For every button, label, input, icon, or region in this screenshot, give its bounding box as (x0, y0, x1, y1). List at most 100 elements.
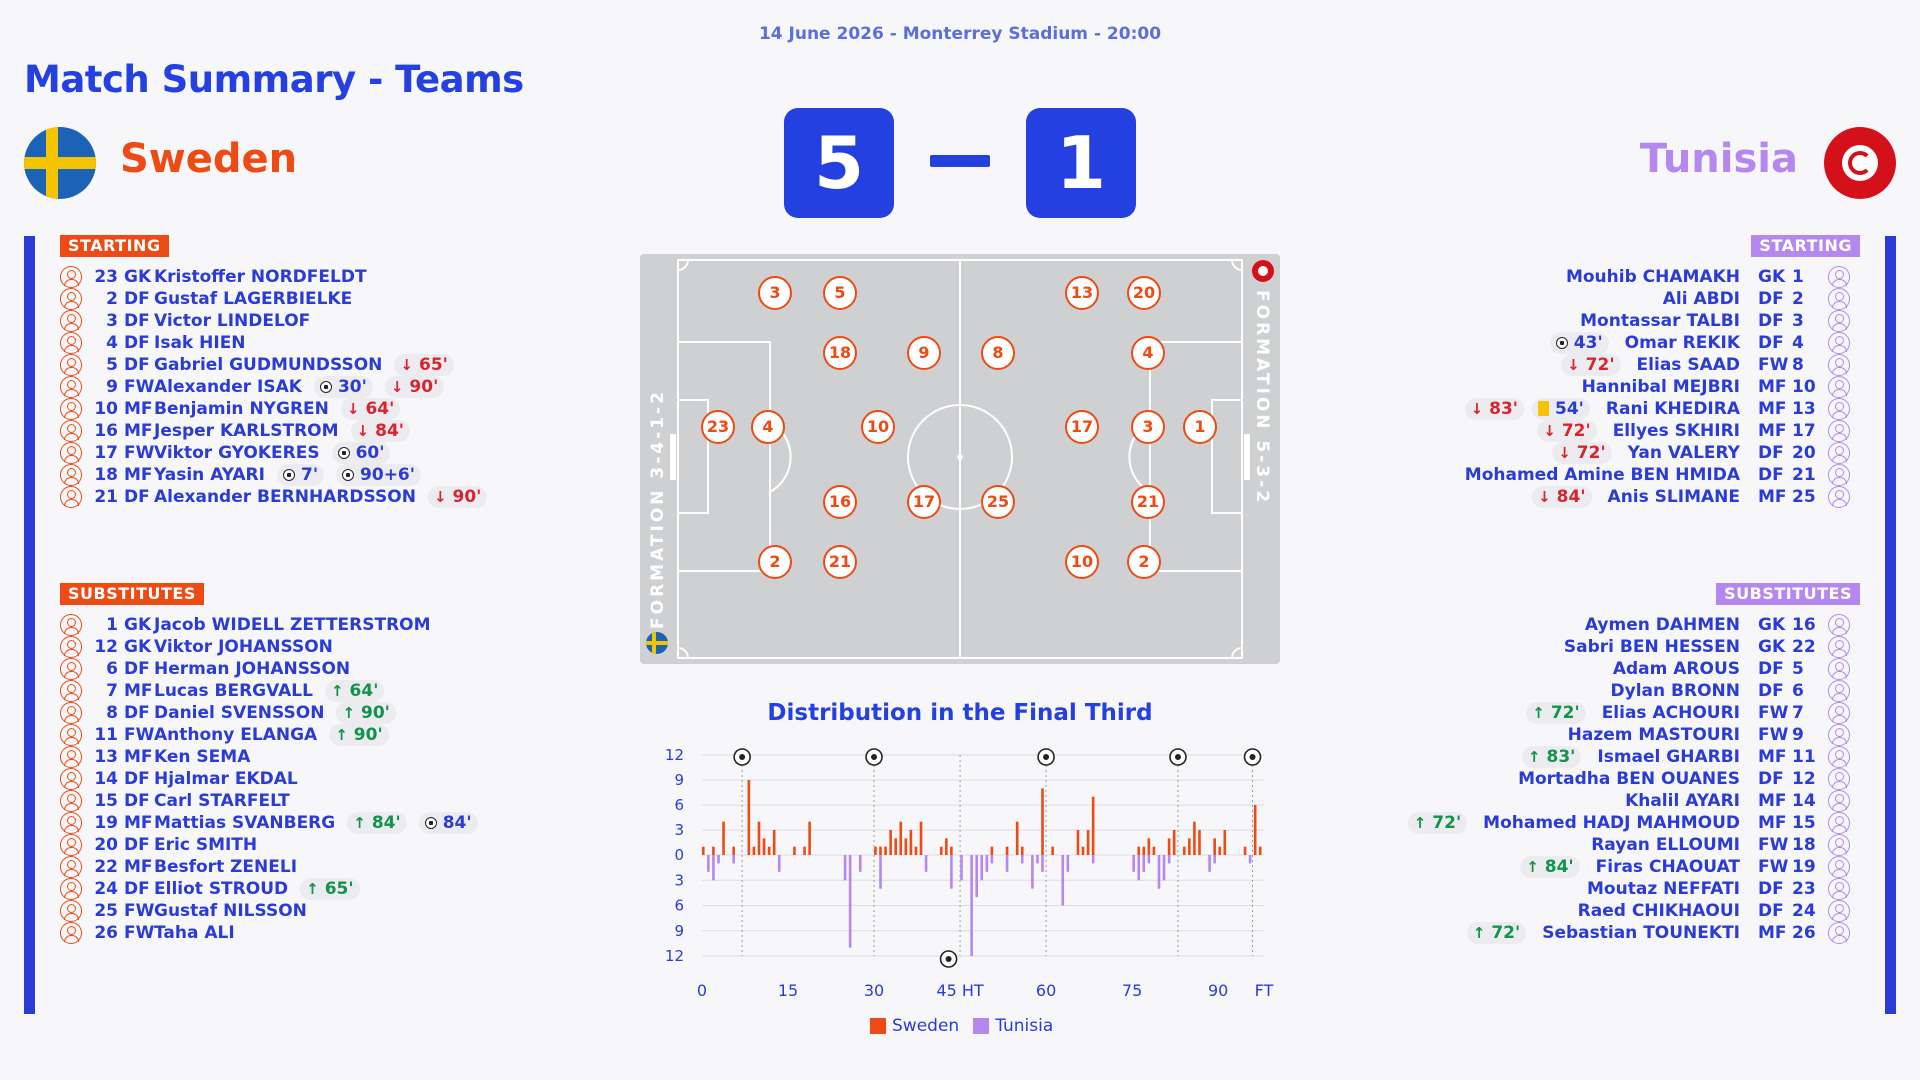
tunisia-bar (1208, 855, 1211, 872)
sweden-bar (767, 846, 771, 855)
player-row[interactable]: 18 MF Yasin AYARI 7' 90+6' (60, 461, 421, 488)
player-row[interactable]: ↓ 72' Yan VALERY DF 20 (1544, 439, 1850, 466)
player-row[interactable]: 23 GK Kristoffer NORDFELDT (60, 263, 367, 290)
player-row[interactable]: ↓ 72' Ellyes SKHIRI MF 17 (1529, 417, 1850, 444)
event-badges: ↑ 83' (1514, 745, 1582, 768)
player-name: Dylan BRONN (1610, 680, 1740, 701)
player-row[interactable]: 24 DF Elliot STROUD ↑ 65' (60, 875, 360, 902)
player-row[interactable]: ↓ 84' Anis SLIMANE MF 25 (1524, 483, 1850, 510)
player-row[interactable]: Mouhib CHAMAKH GK 1 (1550, 263, 1850, 290)
tunisia-bar (712, 855, 715, 881)
player-row[interactable]: ↑ 72' Sebastian TOUNEKTI MF 26 (1459, 919, 1850, 946)
player-row[interactable]: Mortadha BEN OUANES DF 12 (1502, 765, 1850, 792)
sweden-bar (757, 821, 761, 855)
player-position: MF (1758, 922, 1787, 943)
player-row[interactable]: ↓ 83' 54' Rani KHEDIRA MF 13 (1457, 395, 1850, 422)
away-formation-label: FORMATION 5-3-2 (1252, 290, 1272, 506)
player-number: 6 (106, 658, 118, 679)
player-position: MF (1758, 376, 1787, 397)
player-row[interactable]: Ali ABDI DF 2 (1647, 285, 1850, 312)
player-row[interactable]: 43' Omar REKIK DF 4 (1542, 329, 1850, 356)
player-row[interactable]: 14 DF Hjalmar EKDAL (60, 765, 298, 792)
event-badges: ↑ 84' (1512, 855, 1580, 878)
goal-ball-icon (1555, 336, 1568, 349)
sweden-bar (950, 846, 953, 855)
player-row[interactable]: 5 DF Gabriel GUDMUNDSSON ↓ 65' (60, 351, 454, 378)
home-player-marker: 17 (907, 485, 941, 519)
event-badges: ↓ 72' (1529, 419, 1597, 442)
player-row[interactable]: Hazem MASTOURI FW 9 (1552, 721, 1850, 748)
event-badges: ↓ 72' (1544, 441, 1612, 464)
player-avatar-icon (1828, 833, 1850, 856)
player-row[interactable]: 12 GK Viktor JOHANSSON (60, 633, 333, 660)
player-row[interactable]: Hannibal MEJBRI MF 10 (1566, 373, 1850, 400)
home-starting-label: STARTING (60, 235, 169, 257)
player-row[interactable]: ↑ 84' Firas CHAOUAT FW 19 (1512, 853, 1850, 880)
player-row[interactable]: 1 GK Jacob WIDELL ZETTERSTROM (60, 611, 431, 638)
player-row[interactable]: 22 MF Besfort ZENELI (60, 853, 297, 880)
y-tick-label: 12 (665, 947, 684, 965)
sub-in-arrow-icon: ↑ (306, 879, 319, 898)
player-row[interactable]: Khalil AYARI MF 14 (1609, 787, 1850, 814)
event-badge-in: ↑ 72' (1526, 701, 1586, 724)
player-row[interactable]: Sabri BEN HESSEN GK 22 (1548, 633, 1850, 660)
player-row[interactable]: 20 DF Eric SMITH (60, 831, 257, 858)
player-row[interactable]: Montassar TALBI DF 3 (1564, 307, 1850, 334)
player-row[interactable]: Mohamed Amine BEN HMIDA DF 21 (1449, 461, 1850, 488)
event-badge-out: ↓ 90' (384, 375, 445, 398)
tunisia-bar (1066, 855, 1070, 872)
player-row[interactable]: ↑ 72' Mohamed HADJ MAHMOUD MF 15 (1400, 809, 1850, 836)
sweden-bar (1091, 796, 1095, 855)
player-row[interactable]: Aymen DAHMEN GK 16 (1569, 611, 1850, 638)
player-name: Mohamed HADJ MAHMOUD (1483, 812, 1740, 833)
player-row[interactable]: 7 MF Lucas BERGVALL ↑ 64' (60, 677, 385, 704)
player-row[interactable]: Moutaz NEFFATI DF 23 (1571, 875, 1850, 902)
player-row[interactable]: ↑ 72' Elias ACHOURI FW 7 (1518, 699, 1850, 726)
sweden-bar (1182, 846, 1186, 855)
player-number: 23 (94, 266, 118, 287)
player-row[interactable]: 16 MF Jesper KARLSTROM ↓ 84' (60, 417, 410, 444)
player-name: Yan VALERY (1627, 442, 1740, 463)
player-row[interactable]: 6 DF Herman JOHANSSON (60, 655, 350, 682)
player-name: Anis SLIMANE (1607, 486, 1740, 507)
player-name: Herman JOHANSSON (154, 658, 351, 679)
event-badge-in: ↑ 83' (1521, 745, 1582, 768)
home-player-marker: 10 (861, 410, 895, 444)
player-row[interactable]: Raed CHIKHAOUI DF 24 (1562, 897, 1850, 924)
player-row[interactable]: 21 DF Alexander BERNHARDSSON ↓ 90' (60, 483, 488, 510)
player-row[interactable]: 4 DF Isak HIEN (60, 329, 246, 356)
sweden-bar (1147, 838, 1151, 855)
player-row[interactable]: 8 DF Daniel SVENSSON ↑ 90' (60, 699, 396, 726)
sweden-bar (879, 846, 882, 855)
player-position: FW (1758, 724, 1789, 745)
player-row[interactable]: Adam AROUS DF 5 (1597, 655, 1850, 682)
tunisia-bar (858, 855, 862, 872)
player-number: 18 (1792, 834, 1816, 855)
player-row[interactable]: 25 FW Gustaf NILSSON (60, 897, 307, 924)
player-position: MF (124, 420, 153, 441)
player-row[interactable]: 17 FW Viktor GYOKERES 60' (60, 439, 391, 466)
player-number: 12 (94, 636, 118, 657)
player-row[interactable]: ↑ 83' Ismael GHARBI MF 11 (1514, 743, 1850, 770)
player-row[interactable]: 3 DF Victor LINDELOF (60, 307, 310, 334)
goal-ball-icon (282, 468, 295, 481)
player-row[interactable]: 10 MF Benjamin NYGREN ↓ 64' (60, 395, 401, 422)
player-row[interactable]: 13 MF Ken SEMA (60, 743, 250, 770)
player-row[interactable]: Rayan ELLOUMI FW 18 (1575, 831, 1850, 858)
player-row[interactable]: 9 FW Alexander ISAK 30' ↓ 90' (60, 373, 445, 400)
tunisia-bar (879, 855, 882, 889)
player-row[interactable]: 11 FW Anthony ELANGA ↑ 90' (60, 721, 389, 748)
player-number: 5 (106, 354, 118, 375)
player-row[interactable]: 2 DF Gustaf LAGERBIELKE (60, 285, 352, 312)
player-row[interactable]: Dylan BRONN DF 6 (1595, 677, 1850, 704)
player-avatar-icon (1828, 679, 1850, 702)
player-row[interactable]: 19 MF Mattias SVANBERG ↑ 84' 84' (60, 809, 478, 836)
x-tick-label: 60 (1036, 981, 1056, 1000)
player-avatar-icon (60, 899, 82, 922)
player-row[interactable]: 15 DF Carl STARFELT (60, 787, 290, 814)
tunisia-bar (1020, 855, 1024, 864)
player-row[interactable]: ↓ 72' Elias SAAD FW 8 (1553, 351, 1850, 378)
player-name: Elliot STROUD (154, 878, 289, 899)
player-row[interactable]: 26 FW Taha ALI (60, 919, 235, 946)
formation-pitch: FORMATION 3-4-1-2 FORMATION 5-3-2 3 5 18 9 8… (640, 254, 1280, 664)
